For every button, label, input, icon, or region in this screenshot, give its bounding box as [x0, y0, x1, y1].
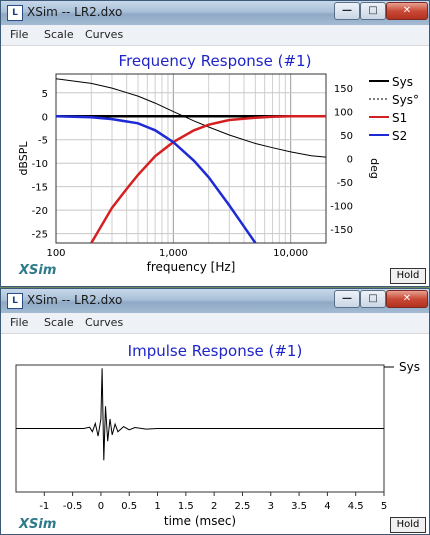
impulse-response-window: L XSim -- LR2.dxo — □ ✕ File Scale Curve…	[0, 288, 430, 535]
legend-label: S1	[392, 111, 407, 125]
impulse-plot-area: Impulse Response (#1) -1 -0.5 0 0.5 1 1.5 2 2.5…	[1, 334, 429, 534]
legend-label: Sys°	[392, 93, 419, 107]
y2-axis-label: deg	[368, 158, 381, 179]
menu-bar: File Scale Curves	[1, 313, 429, 334]
maximize-button[interactable]: □	[360, 290, 386, 308]
y-axis-label: dBSPL	[17, 141, 30, 176]
y-tick-label: 5	[42, 89, 48, 100]
y2-tick-label: -100	[330, 201, 353, 212]
x-tick-label: 5	[381, 501, 387, 512]
menu-file[interactable]: File	[10, 28, 29, 41]
close-button[interactable]: ✕	[386, 290, 428, 308]
x-tick-label: 1.5	[178, 501, 194, 512]
title-bar[interactable]: L XSim -- LR2.dxo — □ ✕	[1, 1, 429, 25]
y2-tick-label: -150	[330, 225, 353, 236]
y-tick-label: -20	[32, 206, 48, 217]
series-line-sys	[56, 78, 326, 158]
frequency-plot-area: Frequency Response (#1) 5 0 -5 -10 -15 -20 -25…	[1, 46, 429, 286]
maximize-icon: □	[368, 293, 378, 304]
xsim-brand: XSim	[19, 263, 57, 278]
x-tick-label: 2	[211, 501, 217, 512]
minimize-button[interactable]: —	[334, 2, 360, 20]
menu-scale[interactable]: Scale	[44, 28, 74, 41]
window-title: XSim -- LR2.dxo	[27, 293, 123, 307]
frequency-response-window: L XSim -- LR2.dxo — □ ✕ File Scale Curve…	[0, 0, 430, 287]
y2-tick-label: 0	[347, 155, 353, 166]
y-tick-label: -15	[32, 183, 48, 194]
app-icon[interactable]: L	[7, 293, 23, 309]
legend-label: Sys	[399, 360, 420, 374]
menu-file[interactable]: File	[10, 316, 29, 329]
series-line-s1	[90, 115, 326, 243]
maximize-icon: □	[368, 5, 378, 16]
xsim-brand: XSim	[19, 517, 57, 532]
series-line-s2	[56, 115, 257, 243]
x-tick-label: 2.5	[235, 501, 251, 512]
title-bar[interactable]: L XSim -- LR2.dxo — □ ✕	[1, 289, 429, 313]
legend-label: S2	[392, 129, 407, 143]
minimize-icon: —	[342, 293, 352, 304]
x-tick-label: 4	[324, 501, 330, 512]
y-tick-label: -5	[38, 136, 48, 147]
x-tick-label: -0.5	[63, 501, 83, 512]
y2-tick-label: 150	[334, 84, 353, 95]
menu-bar: File Scale Curves	[1, 25, 429, 46]
menu-scale[interactable]: Scale	[44, 316, 74, 329]
x-tick-label: 1	[154, 501, 160, 512]
legend-label: Sys	[392, 75, 413, 89]
menu-curves[interactable]: Curves	[85, 316, 124, 329]
x-axis-label: time (msec)	[164, 514, 236, 528]
y-tick-label: -10	[32, 159, 48, 170]
x-tick-label: 4.5	[348, 501, 364, 512]
minimize-button[interactable]: —	[334, 290, 360, 308]
y-tick-label: -25	[32, 230, 48, 241]
close-icon: ✕	[402, 293, 412, 304]
x-tick-label: 3.5	[291, 501, 307, 512]
close-button[interactable]: ✕	[386, 2, 428, 20]
x-tick-label: 0	[98, 501, 104, 512]
hold-button[interactable]: Hold	[390, 517, 426, 533]
x-tick-label: 0.5	[121, 501, 137, 512]
maximize-button[interactable]: □	[360, 2, 386, 20]
app-icon[interactable]: L	[7, 5, 23, 21]
close-icon: ✕	[402, 5, 412, 16]
y-tick-label: 0	[42, 112, 48, 123]
minimize-icon: —	[342, 5, 352, 16]
x-tick-label: 1,000	[159, 248, 188, 259]
y2-tick-label: 100	[334, 108, 353, 119]
x-tick-label: -1	[39, 501, 49, 512]
hold-button[interactable]: Hold	[390, 268, 426, 284]
chart-title: Frequency Response (#1)	[118, 52, 312, 70]
series-line-sys	[16, 368, 384, 461]
x-tick-label: 3	[268, 501, 274, 512]
chart-title: Impulse Response (#1)	[127, 342, 303, 360]
y2-tick-label: -50	[337, 178, 353, 189]
impulse-response-chart: -1 -0.5 0 0.5 1 1.5 2 2.5 3 3.5 4 4.5 5 time (msec) Sy…	[15, 360, 420, 528]
menu-curves[interactable]: Curves	[85, 28, 124, 41]
x-axis-label: frequency [Hz]	[147, 260, 236, 274]
x-tick-label: 100	[46, 248, 65, 259]
plot-frame	[55, 73, 327, 244]
x-tick-label: 10,000	[273, 248, 308, 259]
window-title: XSim -- LR2.dxo	[27, 5, 123, 19]
y2-tick-label: 50	[340, 131, 353, 142]
